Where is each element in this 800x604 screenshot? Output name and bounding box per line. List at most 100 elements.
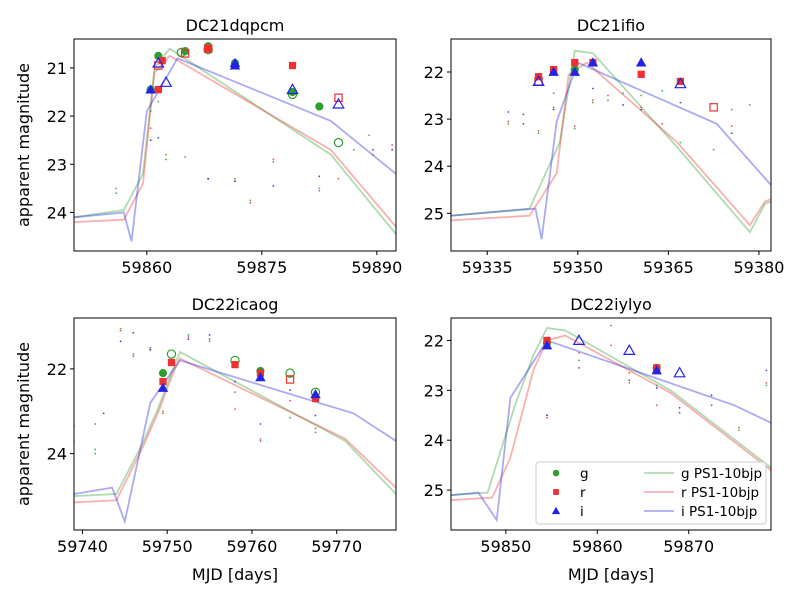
data-point-r bbox=[154, 61, 163, 70]
faint-point-i bbox=[678, 406, 681, 409]
faint-point-g bbox=[507, 122, 510, 125]
data-point-r bbox=[203, 44, 213, 53]
model-line-r bbox=[74, 357, 396, 504]
faint-point-g bbox=[552, 92, 555, 95]
axes-frame bbox=[73, 38, 397, 252]
x-tick-label: 59740 bbox=[57, 537, 108, 556]
x-tick-label: 59335 bbox=[462, 258, 513, 277]
model-line-r bbox=[451, 334, 771, 501]
faint-point-r bbox=[507, 120, 510, 123]
faint-point-g bbox=[234, 177, 236, 180]
y-tick-label: 22 bbox=[47, 107, 67, 126]
faint-point-i bbox=[640, 108, 643, 111]
data-point-g bbox=[287, 89, 298, 100]
faint-point-g bbox=[162, 410, 164, 413]
faint-point-r bbox=[162, 412, 164, 415]
model-line-i bbox=[74, 57, 396, 242]
faint-point-i bbox=[149, 139, 152, 142]
faint-point-r bbox=[289, 399, 291, 402]
x-axis-label: MJD [days] bbox=[568, 565, 654, 584]
faint-point-r bbox=[259, 440, 262, 442]
faint-point-g bbox=[259, 437, 262, 440]
faint-point-i bbox=[272, 185, 275, 187]
legend-marker-i bbox=[551, 506, 561, 515]
data-point-i bbox=[152, 56, 165, 68]
y-tick-label: 24 bbox=[424, 157, 444, 176]
data-point-r bbox=[288, 61, 297, 70]
x-tick-label: 59770 bbox=[311, 537, 362, 556]
data-point-g bbox=[333, 137, 344, 148]
faint-point-i bbox=[289, 389, 291, 391]
faint-point-i bbox=[391, 148, 394, 151]
faint-point-g bbox=[679, 141, 682, 144]
data-point-i bbox=[623, 343, 636, 355]
x-tick-label: 59365 bbox=[643, 258, 694, 277]
faint-point-r bbox=[628, 371, 631, 374]
x-tick-label: 59750 bbox=[142, 537, 193, 556]
data-point-i bbox=[587, 57, 599, 67]
plot-area bbox=[451, 49, 771, 240]
faint-point-i bbox=[765, 369, 768, 372]
legend-label: r PS1-10bjp bbox=[681, 485, 759, 501]
x-tick-label: 59860 bbox=[572, 537, 623, 556]
data-point-r bbox=[180, 49, 190, 58]
faint-point-g bbox=[765, 384, 768, 387]
data-point-r bbox=[154, 85, 162, 94]
y-axis-label: apparent magnitude bbox=[14, 63, 33, 227]
faint-point-g bbox=[661, 89, 664, 92]
data-point-r bbox=[231, 361, 239, 369]
faint-point-g bbox=[738, 429, 740, 432]
data-point-r bbox=[709, 103, 718, 112]
faint-point-r bbox=[578, 352, 580, 354]
x-tick-label: 59760 bbox=[226, 537, 277, 556]
panel-title: DC22iylyo bbox=[570, 295, 651, 314]
faint-point-r bbox=[591, 99, 594, 102]
y-tick-label: 22 bbox=[47, 360, 67, 379]
panel-4: 59850 59860 59870 22 23 24 25 DC22iylyo MJD [day… bbox=[424, 295, 772, 584]
faint-point-r bbox=[607, 94, 609, 97]
faint-point-g bbox=[208, 340, 211, 343]
y-tick-label: 25 bbox=[424, 204, 444, 223]
x-tick-label: 59350 bbox=[552, 258, 603, 277]
data-point-i bbox=[159, 75, 173, 87]
data-point-r bbox=[285, 375, 295, 384]
model-line-g bbox=[74, 47, 396, 235]
data-point-r bbox=[167, 358, 176, 367]
x-tick-label: 59875 bbox=[236, 258, 287, 277]
legend-label: g PS1-10bjp bbox=[681, 466, 762, 482]
y-tick-label: 23 bbox=[424, 381, 444, 400]
data-point-g bbox=[158, 369, 168, 378]
faint-point-i bbox=[234, 380, 236, 383]
faint-point-r bbox=[208, 338, 211, 341]
faint-point-r bbox=[165, 153, 167, 156]
faint-point-g bbox=[368, 134, 371, 137]
faint-point-g bbox=[622, 92, 624, 95]
faint-point-r bbox=[710, 404, 713, 407]
data-point-r bbox=[159, 377, 167, 386]
faint-point-i bbox=[132, 331, 135, 334]
data-point-i bbox=[635, 57, 647, 67]
faint-point-i bbox=[234, 180, 236, 183]
faint-point-g bbox=[748, 104, 751, 106]
faint-point-r bbox=[655, 404, 658, 407]
data-point-r bbox=[204, 45, 212, 53]
legend-label: i bbox=[580, 504, 584, 520]
faint-point-g bbox=[132, 355, 135, 358]
faint-point-g bbox=[157, 100, 160, 103]
legend-label: g bbox=[580, 466, 589, 482]
faint-point-i bbox=[102, 412, 105, 415]
faint-point-g bbox=[655, 384, 658, 387]
plot-area bbox=[451, 324, 771, 523]
panel-title: DC21dqpcm bbox=[186, 16, 285, 35]
data-point-i bbox=[310, 389, 321, 399]
faint-point-i bbox=[730, 132, 733, 135]
faint-point-g bbox=[94, 448, 97, 451]
data-point-r bbox=[334, 93, 343, 103]
faint-point-r bbox=[337, 177, 340, 180]
panel-1: 59860 59875 59890 21 22 23 24 DC21dqpcm apparent… bbox=[14, 16, 402, 277]
faint-point-g bbox=[578, 359, 580, 362]
data-point-i bbox=[332, 97, 345, 109]
y-tick-label: 22 bbox=[424, 331, 444, 350]
faint-point-g bbox=[187, 334, 190, 336]
x-axis-label: MJD [days] bbox=[192, 565, 278, 584]
